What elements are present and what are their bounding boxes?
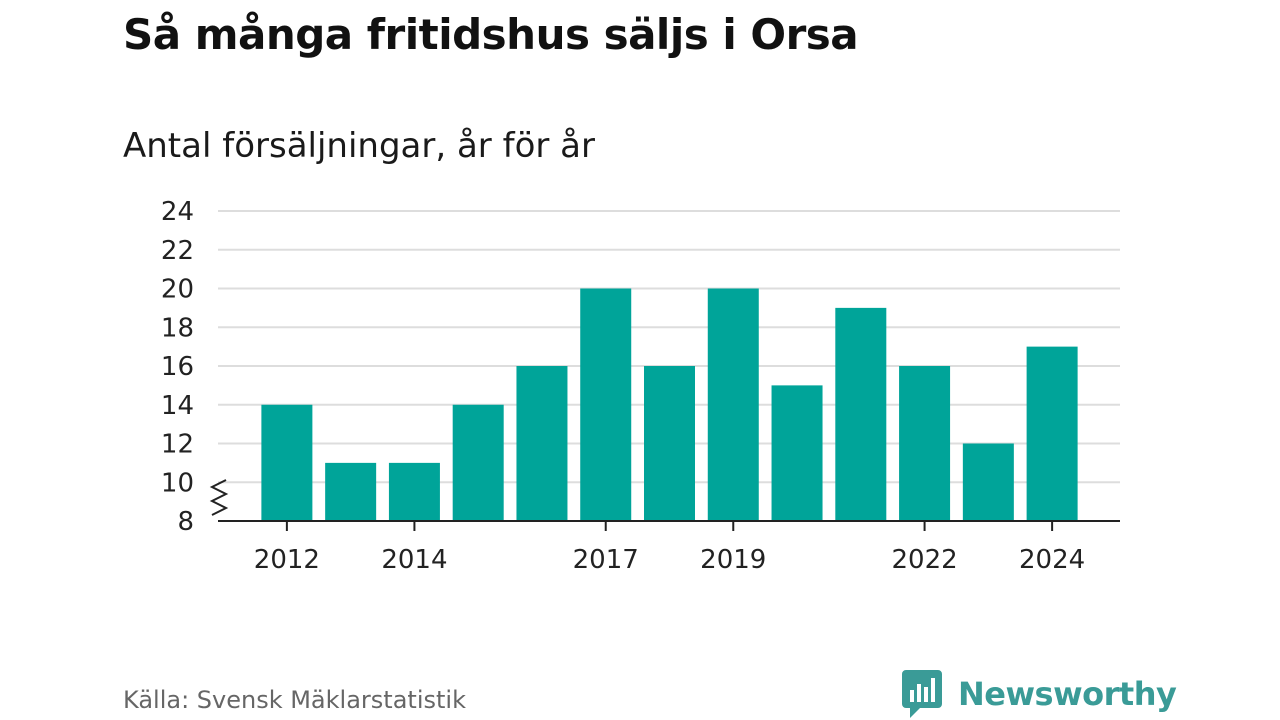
- bar-2014: [388, 462, 440, 521]
- bar-2022: [899, 366, 951, 521]
- y-tick-label-20: 20: [161, 275, 194, 305]
- y-tick-label-18: 18: [161, 313, 194, 343]
- y-tick-label-24: 24: [161, 197, 194, 227]
- chart-subtitle: Antal försäljningar, år för år: [123, 126, 595, 166]
- y-axis-ticks: 8 10 12 14 16 18 20 22 24: [161, 197, 194, 537]
- bar-2023: [962, 443, 1014, 521]
- bar-2019: [707, 288, 759, 521]
- bar-2020: [771, 385, 823, 521]
- y-tick-label-22: 22: [161, 236, 194, 266]
- bar-2013: [325, 462, 377, 521]
- axis-break-zigzag: [209, 479, 229, 516]
- axis-break-mark: [209, 479, 229, 516]
- bar-2021: [835, 307, 887, 521]
- x-axis-ticks: 2012 2014 2017 2019 2022 2024: [254, 521, 1085, 575]
- source-note: Källa: Svensk Mäklarstatistik: [123, 686, 466, 714]
- y-tick-label-14: 14: [161, 391, 194, 421]
- y-tick-label-8: 8: [177, 507, 194, 537]
- brand-name: Newsworthy: [958, 675, 1177, 713]
- x-tick-label-2012: 2012: [254, 545, 320, 575]
- bar-2015: [452, 404, 504, 521]
- chart-title: Så många fritidshus säljs i Orsa: [123, 10, 859, 59]
- y-tick-label-12: 12: [161, 430, 194, 460]
- bar-2017: [580, 288, 632, 521]
- bar-2012: [261, 404, 313, 521]
- bar-2016: [516, 366, 568, 521]
- brand-logo: Newsworthy: [902, 668, 1177, 720]
- bar-2024: [1026, 346, 1078, 521]
- x-tick-label-2017: 2017: [573, 545, 639, 575]
- y-tick-label-16: 16: [161, 352, 194, 382]
- newsworthy-logo-icon: [902, 670, 942, 718]
- bars: [261, 288, 1078, 521]
- x-tick-label-2022: 2022: [891, 545, 957, 575]
- x-tick-label-2024: 2024: [1019, 545, 1085, 575]
- y-tick-label-10: 10: [161, 468, 194, 498]
- bar-2018: [644, 366, 695, 521]
- x-tick-label-2019: 2019: [700, 545, 766, 575]
- x-tick-label-2014: 2014: [381, 545, 447, 575]
